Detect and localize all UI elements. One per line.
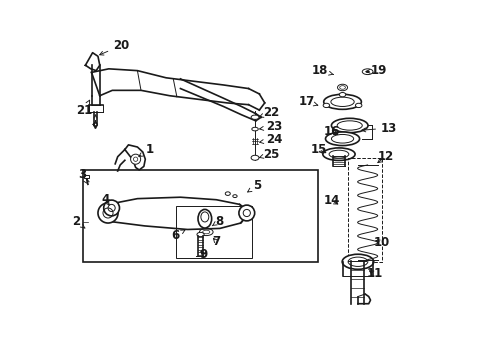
Text: 1: 1 (139, 143, 154, 157)
Ellipse shape (331, 118, 368, 133)
Text: 5: 5 (247, 179, 262, 192)
Bar (83, 170, 318, 262)
Bar (176, 206, 252, 258)
Text: 23: 23 (260, 121, 283, 134)
Ellipse shape (366, 71, 370, 73)
Ellipse shape (225, 192, 230, 195)
Circle shape (98, 203, 118, 223)
Text: 8: 8 (212, 215, 223, 228)
Text: 10: 10 (374, 236, 390, 249)
Text: 7: 7 (212, 235, 220, 248)
Ellipse shape (339, 93, 346, 97)
Bar (348, 158, 382, 262)
Ellipse shape (252, 127, 258, 131)
Ellipse shape (342, 254, 374, 269)
Ellipse shape (251, 115, 259, 120)
Ellipse shape (197, 232, 204, 237)
Ellipse shape (251, 155, 259, 160)
Ellipse shape (338, 84, 347, 91)
Text: 18: 18 (312, 64, 333, 77)
Ellipse shape (355, 103, 362, 108)
Text: 17: 17 (298, 95, 318, 108)
Ellipse shape (198, 210, 212, 228)
Circle shape (104, 200, 120, 216)
Text: 11: 11 (367, 267, 383, 280)
Text: 19: 19 (366, 64, 387, 77)
Circle shape (239, 205, 255, 221)
Ellipse shape (362, 69, 373, 75)
Text: 20: 20 (99, 39, 129, 55)
Text: 2: 2 (72, 215, 85, 228)
Text: 21: 21 (76, 100, 93, 117)
Text: 24: 24 (260, 133, 283, 146)
Text: 15: 15 (310, 143, 327, 156)
Ellipse shape (325, 132, 360, 145)
Ellipse shape (199, 228, 213, 235)
Circle shape (131, 154, 141, 164)
Text: 4: 4 (101, 193, 109, 206)
Ellipse shape (323, 103, 330, 108)
Text: 16: 16 (323, 125, 340, 138)
Text: 6: 6 (171, 229, 185, 242)
Text: 22: 22 (260, 106, 279, 119)
Polygon shape (94, 121, 97, 128)
Text: 14: 14 (323, 194, 340, 207)
Ellipse shape (233, 195, 237, 198)
Ellipse shape (323, 148, 355, 161)
Text: 9: 9 (199, 248, 208, 261)
Text: 3: 3 (78, 168, 88, 184)
Bar (84, 175, 89, 178)
Text: 13: 13 (362, 122, 397, 135)
Text: 25: 25 (260, 148, 279, 161)
Text: 12: 12 (377, 150, 393, 163)
